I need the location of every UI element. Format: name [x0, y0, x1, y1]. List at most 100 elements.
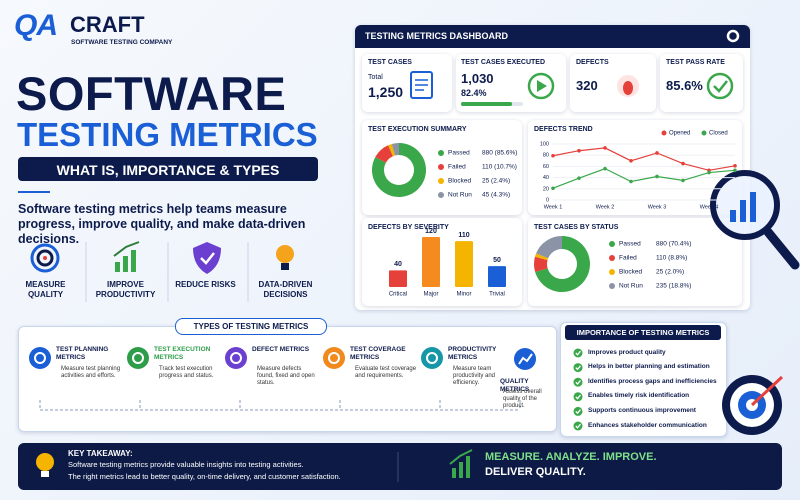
- series-line: [552, 147, 736, 171]
- type-text: Measure team productivity and efficiency…: [453, 366, 496, 387]
- legend-label: Failed: [619, 255, 637, 262]
- bar: [422, 237, 440, 287]
- series-line: [552, 167, 736, 189]
- x-tick-label: Week 1: [544, 204, 563, 210]
- slogan: MEASURE. ANALYZE. IMPROVE.: [485, 451, 657, 463]
- x-tick-label: Minor: [456, 292, 471, 298]
- legend-swatch: [438, 192, 444, 198]
- check-icon: [573, 406, 583, 416]
- value-label: 110: [458, 232, 469, 239]
- kpi-label: TEST CASES: [368, 59, 412, 66]
- value-label: 235 (18.8%): [656, 283, 691, 290]
- type-icon: [426, 352, 438, 364]
- value-label: 110 (10.7%): [482, 164, 517, 171]
- value-label: 25 (2.4%): [482, 178, 510, 185]
- value-label: 50: [493, 257, 501, 264]
- series-point: [603, 166, 607, 171]
- check-icon: [713, 80, 728, 93]
- type-icon: [421, 347, 443, 369]
- legend-label: Failed: [448, 164, 466, 171]
- shield-icon: [200, 252, 215, 265]
- connector: [39, 400, 521, 411]
- check-icon: [575, 379, 581, 385]
- target-icon: [30, 243, 60, 273]
- hero-title: TESTING METRICS: [17, 116, 318, 153]
- type-text: Measure test planning activities and eff…: [61, 366, 121, 380]
- dashboard-header: [355, 25, 750, 48]
- chart-title: TEST EXECUTION SUMMARY: [368, 126, 467, 133]
- x-tick-label: Week 2: [596, 204, 615, 210]
- benefit-label: MEASURE QUALITY: [25, 280, 66, 299]
- benefit-label: REDUCE RISKS: [175, 280, 236, 289]
- types-box: [18, 326, 557, 432]
- card: [528, 120, 742, 215]
- chart-icon: [123, 256, 128, 272]
- donut-slice: [534, 253, 549, 261]
- check-icon: [573, 392, 583, 402]
- y-tick-label: 80: [543, 153, 549, 159]
- bar: [488, 266, 506, 287]
- kpi-sublabel: Total: [368, 74, 383, 81]
- legend-label: Passed: [619, 241, 641, 248]
- check-icon: [575, 394, 581, 400]
- type-icon: [29, 347, 51, 369]
- series-point: [733, 168, 737, 173]
- x-tick-label: Critical: [389, 292, 407, 298]
- legend-swatch: [661, 130, 667, 136]
- legend-label: Closed: [709, 131, 728, 137]
- series-point: [733, 164, 737, 168]
- series-point: [577, 176, 581, 180]
- hero-subtitle: WHAT IS, IMPORTANCE & TYPES: [56, 162, 280, 178]
- target-icon: [36, 249, 54, 267]
- donut-slice: [534, 256, 548, 272]
- dashboard-title: TESTING METRICS DASHBOARD: [365, 31, 509, 41]
- chart-icon: [452, 468, 456, 478]
- takeaway-line: The right metrics lead to better quality…: [68, 472, 341, 481]
- legend-swatch: [438, 164, 444, 170]
- y-tick-label: 100: [540, 141, 549, 147]
- takeaway-line: Software testing metrics provide valuabl…: [68, 460, 304, 469]
- check-icon: [575, 423, 581, 429]
- kpi-value: 1,030: [461, 71, 494, 86]
- progress-bar: [461, 102, 513, 106]
- legend-label: Blocked: [448, 178, 472, 185]
- bar: [389, 270, 407, 287]
- lens-bar: [740, 200, 746, 222]
- check-icon: [575, 365, 581, 371]
- bug-icon: [623, 81, 633, 95]
- series-point: [707, 170, 711, 175]
- kpi-value: 1,250: [368, 84, 404, 100]
- y-tick-label: 20: [543, 186, 549, 192]
- importance-item: Enables timely risk identification: [588, 392, 690, 400]
- series-point: [681, 178, 685, 183]
- donut-slice: [536, 236, 562, 259]
- lens-bar: [750, 192, 756, 222]
- value-label: 40: [394, 261, 402, 268]
- check-icon: [575, 409, 581, 415]
- type-title: QUALITY METRICS: [500, 378, 530, 393]
- gear-icon: [726, 29, 740, 43]
- type-text: Measure defects found, fixed and open st…: [257, 366, 315, 387]
- takeaway-bar: [18, 443, 782, 490]
- value-label: 110 (8.8%): [656, 255, 687, 262]
- y-tick-label: 60: [543, 164, 549, 170]
- types-title: TYPES OF TESTING METRICS: [175, 318, 327, 335]
- legend-label: Opened: [669, 131, 690, 137]
- value-label: 25 (2.0%): [656, 269, 684, 276]
- card: [570, 54, 656, 112]
- importance-item: Helps in better planning and estimation: [588, 363, 710, 371]
- y-tick-label: 0: [546, 197, 549, 203]
- logo-tagline: SOFTWARE TESTING COMPANY: [71, 39, 173, 46]
- benefit-icons: [30, 241, 294, 302]
- donut-slice: [535, 236, 590, 292]
- legend-swatch: [701, 130, 707, 136]
- benefit-label: DATA-DRIVEN DECISIONS: [258, 280, 313, 299]
- donut-slice: [388, 143, 396, 157]
- benefit-label: IMPROVE PRODUCTIVITY: [95, 280, 156, 299]
- bulb-icon: [36, 453, 54, 471]
- check-icon: [575, 350, 581, 356]
- magnifier-handle: [763, 227, 800, 270]
- value-label: 880 (70.4%): [656, 241, 691, 248]
- series-point: [629, 179, 633, 184]
